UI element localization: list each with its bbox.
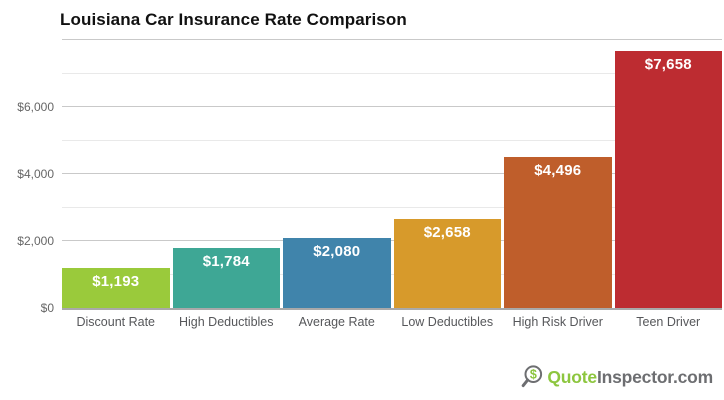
svg-text:$: $ — [530, 368, 537, 382]
y-tick-label-6000: $6,000 — [17, 100, 54, 114]
x-tick-label-high-risk-driver: High Risk Driver — [512, 315, 603, 329]
gridlines — [62, 39, 722, 308]
gridline-6000 — [62, 106, 722, 107]
x-tick-label-discount-rate: Discount Rate — [76, 315, 155, 329]
x-tick-label-high-deductibles: High Deductibles — [179, 315, 274, 329]
x-tick-label-average-rate: Average Rate — [298, 315, 375, 329]
x-tick-label-teen-driver: Teen Driver — [636, 315, 701, 329]
bar-average-rate: $2,080 — [283, 238, 391, 308]
gridline-7000 — [62, 72, 722, 74]
plot-area: $1,193 $1,784 $2,080 $2,658 $4,496 $7,658 — [62, 39, 722, 310]
bar-teen-driver: $7,658 — [614, 51, 722, 308]
bar-high-deductibles: $1,784 — [172, 248, 280, 308]
bar-value-label-teen-driver: $7,658 — [644, 56, 692, 74]
y-tick-label-4000: $4,000 — [17, 167, 54, 181]
gridline-5000 — [62, 139, 722, 141]
bar-high-risk-driver: $4,496 — [504, 157, 612, 308]
bar-discount-rate: $1,193 — [62, 268, 170, 308]
y-tick-label-0: $0 — [40, 301, 54, 315]
chart-title: Louisiana Car Insurance Rate Comparison — [60, 10, 407, 29]
x-tick-label-low-deductibles: Low Deductibles — [401, 315, 494, 329]
bar-value-label-low-deductibles: $2,658 — [423, 223, 471, 241]
gridline-1000 — [62, 273, 722, 275]
gridline-3000 — [62, 206, 722, 208]
brand-text: QuoteInspector.com — [547, 367, 713, 388]
bar-value-label-discount-rate: $1,193 — [92, 273, 140, 291]
bar-series: $1,193 $1,784 $2,080 $2,658 $4,496 $7,658 — [62, 40, 722, 308]
gridline-4000 — [62, 173, 722, 174]
bar-value-label-high-risk-driver: $4,496 — [534, 162, 582, 180]
y-axis: $0 $2,000 $4,000 $6,000 — [0, 40, 54, 315]
x-axis: Discount Rate High Deductibles Average Rat… — [62, 315, 722, 329]
brand-logo: $ QuoteInspector.com — [521, 364, 713, 390]
brand-text-primary: Quote — [547, 366, 597, 387]
brand-text-secondary: Inspector.com — [596, 366, 713, 387]
y-tick-label-2000: $2,000 — [17, 234, 54, 248]
bar-value-label-high-deductibles: $1,784 — [202, 253, 250, 271]
gridline-8000 — [62, 39, 722, 40]
bar-value-label-average-rate: $2,080 — [313, 243, 361, 261]
gridline-2000 — [62, 240, 722, 241]
magnifier-dollar-icon: $ — [522, 365, 543, 388]
bar-low-deductibles: $2,658 — [393, 218, 501, 308]
